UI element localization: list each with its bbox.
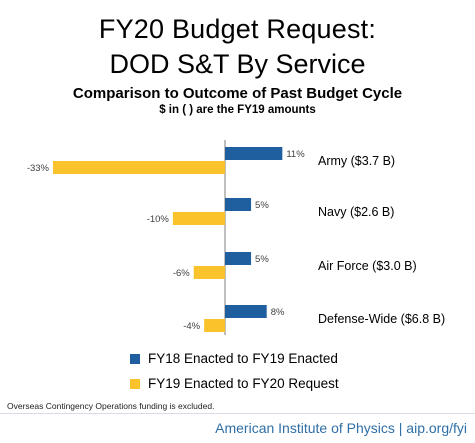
bar-chart: 11% -33% Army ($3.7 B) 5% -10% Navy ($2.6 B) 5… bbox=[27, 140, 445, 335]
legend-label-fy20: FY19 Enacted to FY20 Request bbox=[148, 376, 339, 391]
footer-bar: American Institute of Physics | aip.org/… bbox=[0, 413, 475, 443]
footer-source[interactable]: American Institute of Physics | aip.org/… bbox=[215, 420, 467, 436]
category-label-2: Air Force ($3.0 B) bbox=[318, 259, 417, 273]
bar-fy19-0 bbox=[225, 147, 283, 160]
legend-item-fy19: FY18 Enacted to FY19 Enacted bbox=[130, 351, 338, 366]
bar-fy19-1 bbox=[225, 198, 252, 211]
bar-fy20-1 bbox=[172, 212, 225, 225]
data-label-fy19-0: 11% bbox=[286, 149, 305, 160]
data-label-fy20-1: -10% bbox=[147, 214, 170, 225]
legend-swatch-fy20 bbox=[130, 378, 140, 389]
chart-subtitle: Comparison to Outcome of Past Budget Cyc… bbox=[72, 85, 403, 102]
category-label-3: Defense-Wide ($6.8 B) bbox=[318, 312, 445, 326]
chart-note: $ in ( ) are the FY19 amounts bbox=[159, 104, 316, 116]
bar-fy20-0 bbox=[53, 161, 225, 174]
legend-label-fy19: FY18 Enacted to FY19 Enacted bbox=[148, 351, 338, 366]
footnote: Overseas Contingency Operations funding … bbox=[7, 401, 215, 411]
category-label-1: Navy ($2.6 B) bbox=[318, 205, 394, 219]
data-label-fy20-3: -4% bbox=[183, 321, 200, 332]
category-label-0: Army ($3.7 B) bbox=[318, 154, 395, 168]
bar-fy19-3 bbox=[225, 305, 267, 318]
bar-fy20-2 bbox=[193, 266, 225, 279]
data-label-fy19-2: 5% bbox=[255, 254, 269, 265]
chart-title-line2: DOD S&T By Service bbox=[109, 49, 366, 79]
data-label-fy20-0: -33% bbox=[27, 163, 50, 174]
legend-item-fy20: FY19 Enacted to FY20 Request bbox=[130, 376, 339, 391]
chart-title-line1: FY20 Budget Request: bbox=[98, 14, 377, 44]
data-label-fy20-2: -6% bbox=[173, 268, 190, 279]
bar-fy19-2 bbox=[225, 252, 252, 265]
legend-swatch-fy19 bbox=[130, 353, 140, 364]
data-label-fy19-3: 8% bbox=[271, 307, 285, 318]
bar-fy20-3 bbox=[204, 319, 225, 332]
data-label-fy19-1: 5% bbox=[255, 200, 269, 211]
